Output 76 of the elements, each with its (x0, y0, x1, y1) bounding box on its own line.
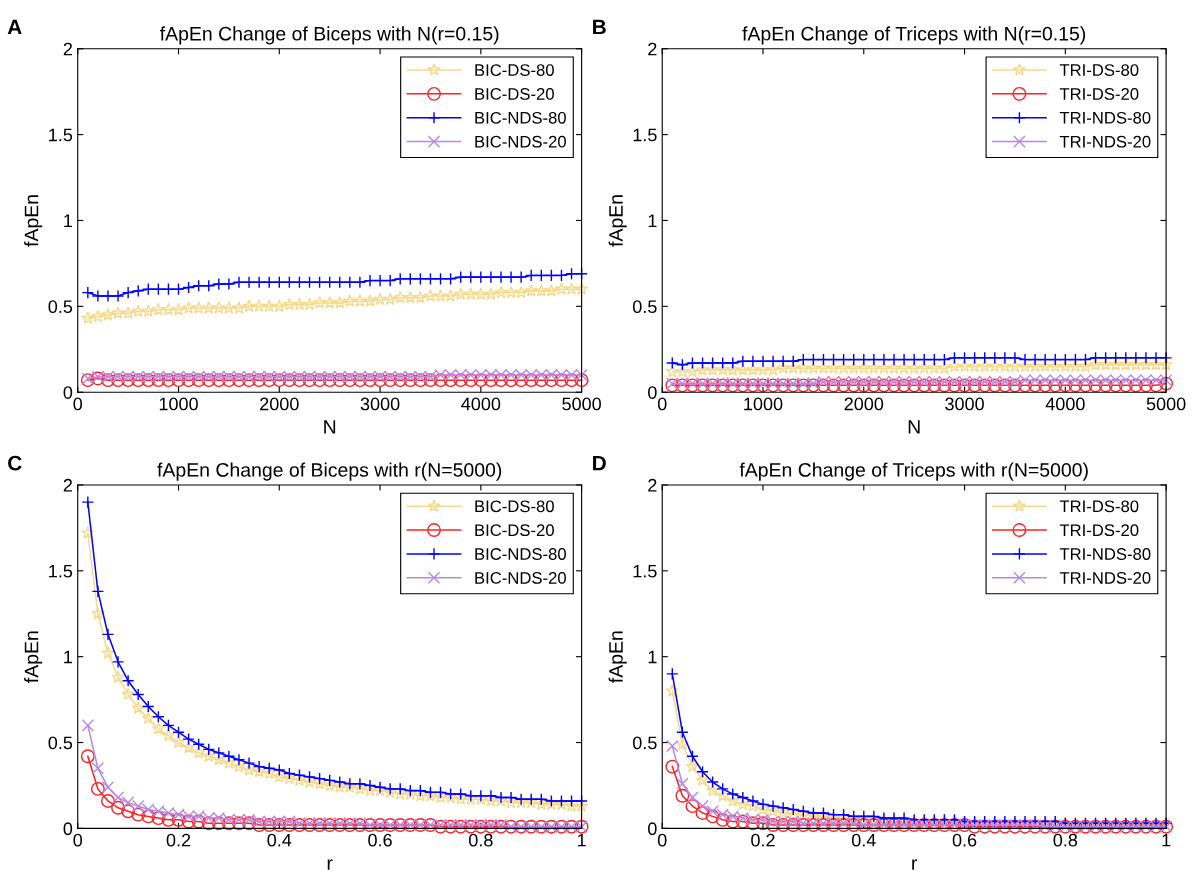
y-axis-title: fApEn (24, 195, 43, 247)
legend-label: BIC-DS-20 (475, 88, 554, 100)
y-tick-label: 2 (63, 42, 72, 56)
chart-title: fApEn Change of Triceps with r(N=5000) (739, 462, 1088, 481)
y-tick-label: 2 (648, 478, 657, 492)
chart-title: fApEn Change of Triceps with N(r=0.15) (742, 26, 1086, 45)
x-tick-label: 1000 (744, 397, 783, 411)
legend-label: BIC-DS-20 (475, 524, 554, 537)
x-axis-title: r (327, 859, 333, 870)
y-axis-title: fApEn (608, 631, 627, 683)
legend-label: BIC-NDS-20 (475, 135, 566, 148)
y-tick-label: 2 (648, 42, 657, 56)
y-tick-label: 2 (63, 478, 72, 492)
x-tick-label: 0.2 (751, 833, 775, 847)
legend-label: TRI-DS-20 (1059, 524, 1139, 537)
legend-label: TRI-DS-80 (1059, 500, 1139, 513)
x-axis-title: N (908, 420, 920, 434)
x-tick-label: 4000 (1045, 397, 1085, 411)
y-tick-label: 0 (648, 386, 657, 399)
legend-label: BIC-DS-80 (475, 500, 554, 513)
legend-label: TRI-DS-80 (1059, 64, 1139, 76)
x-axis-title: N (324, 420, 336, 434)
x-tick-label: 0.6 (368, 833, 392, 847)
y-axis-title: fApEn (24, 631, 43, 683)
legend-label: TRI-NDS-80 (1059, 548, 1151, 560)
x-tick-label: 1 (1162, 833, 1171, 847)
x-tick-label: 0.6 (952, 833, 977, 847)
x-tick-label: 0.4 (267, 833, 292, 847)
x-tick-label: 2000 (260, 397, 299, 411)
x-tick-label: 0.2 (166, 833, 191, 847)
x-tick-label: 0.4 (851, 833, 876, 847)
legend-label: TRI-NDS-80 (1059, 111, 1151, 124)
legend-label: TRI-NDS-20 (1059, 135, 1151, 148)
legend-label: BIC-NDS-80 (475, 111, 566, 124)
y-tick-label: 0.5 (48, 736, 73, 750)
x-axis-title: r (912, 859, 918, 870)
y-tick-label: 0 (63, 822, 73, 836)
legend-label: BIC-NDS-80 (475, 548, 566, 560)
y-tick-label: 0.5 (632, 300, 657, 314)
x-tick-label: 2000 (844, 397, 884, 411)
x-tick-label: 1000 (159, 397, 198, 411)
y-tick-label: 0.5 (48, 300, 73, 314)
x-tick-label: 0 (657, 833, 667, 847)
y-tick-label: 1.5 (633, 564, 657, 578)
y-tick-label: 1.5 (49, 128, 73, 142)
x-tick-label: 0 (73, 833, 83, 847)
x-tick-label: 4000 (461, 397, 501, 411)
y-tick-label: 1 (64, 214, 72, 228)
legend-label: TRI-NDS-20 (1059, 571, 1151, 584)
text: C (8, 455, 22, 471)
x-tick-label: 0.8 (1053, 833, 1078, 847)
y-tick-label: 0 (63, 386, 73, 399)
y-tick-label: 1.5 (49, 564, 73, 578)
text: D (593, 455, 606, 471)
x-tick-label: 3000 (360, 397, 400, 411)
y-tick-label: 0.5 (632, 736, 657, 750)
y-tick-label: 1 (648, 214, 657, 228)
text: A (7, 19, 22, 35)
text: B (593, 19, 606, 35)
x-tick-label: 0 (657, 397, 667, 411)
x-tick-label: 0.8 (468, 833, 493, 847)
y-tick-label: 1 (648, 650, 657, 664)
chart-title: fApEn Change of Biceps with N(r=0.15) (160, 26, 499, 45)
x-tick-label: 0 (73, 397, 83, 411)
y-tick-label: 0 (648, 822, 657, 836)
y-tick-label: 1.5 (633, 128, 657, 142)
legend-label: BIC-DS-80 (475, 64, 554, 76)
y-tick-label: 1 (64, 650, 72, 664)
x-tick-label: 5000 (562, 397, 601, 411)
chart-title: fApEn Change of Biceps with r(N=5000) (157, 462, 502, 481)
x-tick-label: 1 (577, 833, 586, 847)
x-tick-label: 5000 (1146, 397, 1186, 411)
legend-label: BIC-NDS-20 (475, 571, 566, 584)
x-tick-label: 3000 (945, 397, 984, 411)
y-axis-title: fApEn (608, 195, 627, 247)
legend-label: TRI-DS-20 (1059, 88, 1139, 100)
